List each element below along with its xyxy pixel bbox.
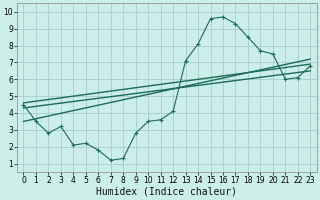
X-axis label: Humidex (Indice chaleur): Humidex (Indice chaleur) xyxy=(96,187,237,197)
